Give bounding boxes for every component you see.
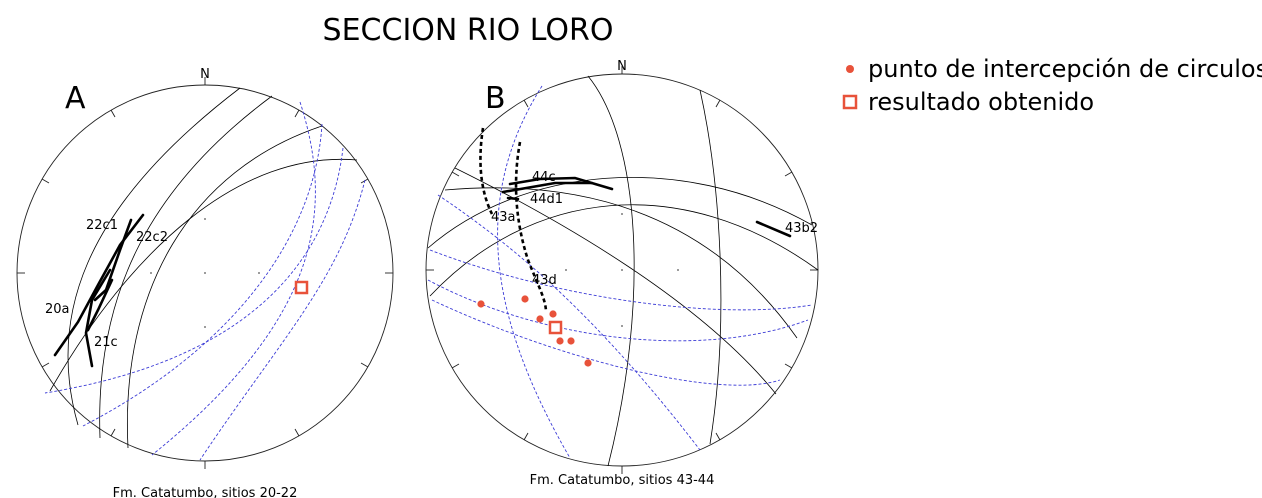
result-marker-a [294,280,309,295]
caption-a: Fm. Catatumbo, sitios 20-22 [113,486,298,498]
panel-b-letter: B [485,81,506,116]
interception-points-b [477,295,592,367]
label-22c2: 22c2 [136,230,168,245]
interception-point [549,310,557,318]
stereonet-b: B N [425,59,819,488]
trace-22c2 [93,218,133,302]
trace-21c [86,278,114,332]
label-43d: 43d [532,273,557,288]
label-43b2: 43b2 [785,221,818,236]
panel-a-letter: A [65,81,86,116]
interception-point [556,337,564,345]
trace-43a [479,127,494,215]
caption-b: Fm. Catatumbo, sitios 43-44 [530,473,715,488]
label-20a: 20a [45,302,70,317]
legend-item-result: resultado obtenido [868,88,1094,116]
figure-title: SECCION RIO LORO [323,13,614,48]
ticks-a [17,77,393,469]
trace-44c [501,181,594,194]
great-circles-a [49,87,358,449]
small-circles-a [44,101,366,461]
trace-43d [514,141,548,313]
label-22c1: 22c1 [86,218,118,233]
trace-22c1 [53,213,145,357]
result-marker-b [548,320,563,335]
dashed-traces-b [479,127,548,313]
label-43a: 43a [491,210,516,225]
traces-a [53,213,145,368]
interception-point [477,300,485,308]
small-circles-b [427,85,813,459]
grid-dots-b [565,213,679,327]
legend: punto de intercepción de circulos result… [842,55,1262,116]
panel-a-north-label: N [200,67,210,82]
legend-dot-icon [846,65,854,73]
interception-point [567,337,575,345]
grid-dots-a [150,218,260,328]
legend-square-icon [842,94,858,110]
great-circles-b [427,75,819,467]
interception-point [521,295,529,303]
traces-b [501,176,792,238]
legend-item-interception: punto de intercepción de circulos [868,55,1262,83]
interception-point [536,315,544,323]
label-44d1: 44d1 [530,192,563,207]
label-21c: 21c [94,335,118,350]
stereonet-a: A N [16,67,394,498]
trace-44d1 [508,176,614,191]
trace-20a [84,268,112,368]
interception-point [584,359,592,367]
trace-43b2 [755,220,792,238]
ticks-b [426,66,818,474]
label-44c: 44c [532,170,556,185]
